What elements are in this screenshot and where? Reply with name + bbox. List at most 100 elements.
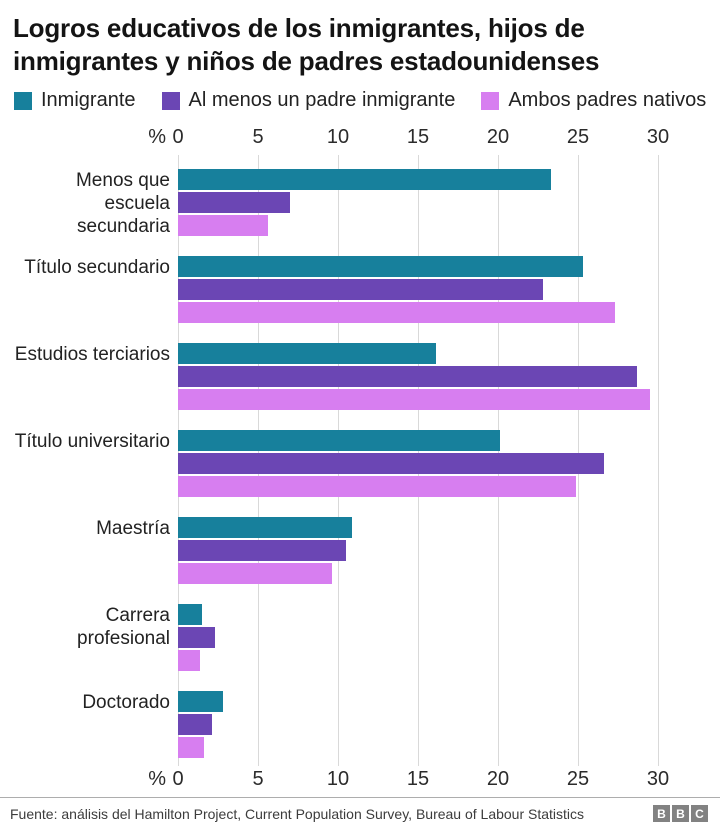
bar-row bbox=[178, 279, 720, 302]
category-label-titulo-secundario: Título secundario bbox=[0, 256, 170, 279]
bar-row bbox=[178, 517, 720, 540]
bar-row bbox=[178, 389, 720, 412]
chart-title: Logros educativos de los inmigrantes, hi… bbox=[13, 13, 600, 76]
bar-group-doctorado: Doctorado bbox=[0, 691, 720, 760]
bbc-logo-letter: B bbox=[672, 805, 689, 822]
bar-al-menos-un-padre-inmigrante-titulo-universitario bbox=[178, 453, 604, 474]
bar-row bbox=[178, 343, 720, 366]
bar-row bbox=[178, 256, 720, 279]
category-label-line: Menos que bbox=[75, 170, 170, 191]
bar-ambos-padres-nativos-titulo-secundario bbox=[178, 302, 615, 323]
bar-group-titulo-secundario: Título secundario bbox=[0, 256, 720, 325]
bar-inmigrante-titulo-secundario bbox=[178, 256, 583, 277]
x-tick-25: 25 bbox=[566, 768, 590, 790]
category-label-line: escuela bbox=[104, 193, 171, 214]
plot-area: Menos que escuela secundaria Título secunda… bbox=[0, 155, 720, 766]
bar-group-estudios-terciarios: Estudios terciarios bbox=[0, 343, 720, 412]
category-label-menos-que-escuela-secundaria: Menos que escuela secundaria bbox=[0, 169, 170, 238]
bar-group-maestria: Maestría bbox=[0, 517, 720, 586]
category-label-doctorado: Doctorado bbox=[0, 691, 170, 714]
x-axis-bottom: % 0 5 10 15 20 25 30 bbox=[0, 768, 720, 792]
bar-group-carrera-profesional: Carrera profesional bbox=[0, 604, 720, 673]
bar-group-menos-que-escuela-secundaria: Menos que escuela secundaria bbox=[0, 169, 720, 238]
x-tick-5: 5 bbox=[252, 768, 264, 790]
bar-inmigrante-estudios-terciarios bbox=[178, 343, 436, 364]
bar-al-menos-un-padre-inmigrante-titulo-secundario bbox=[178, 279, 543, 300]
bar-ambos-padres-nativos-estudios-terciarios bbox=[178, 389, 650, 410]
bar-row bbox=[178, 540, 720, 563]
x-tick-10: 10 bbox=[326, 768, 350, 790]
bar-al-menos-un-padre-inmigrante-menos-que-escuela-secundaria bbox=[178, 192, 290, 213]
category-label-line: Título universitario bbox=[14, 431, 170, 452]
bar-row bbox=[178, 476, 720, 499]
x-axis-top: % 0 5 10 15 20 25 30 bbox=[0, 126, 720, 150]
source-text: Fuente: análisis del Hamilton Project, C… bbox=[10, 805, 585, 822]
bar-ambos-padres-nativos-doctorado bbox=[178, 737, 204, 758]
bar-ambos-padres-nativos-menos-que-escuela-secundaria bbox=[178, 215, 268, 236]
bar-row bbox=[178, 737, 720, 760]
bar-inmigrante-titulo-universitario bbox=[178, 430, 500, 451]
category-label-line: Maestría bbox=[96, 518, 170, 539]
legend-swatch-ambos-padres-nativos bbox=[481, 91, 500, 110]
bar-row bbox=[178, 430, 720, 453]
x-axis-unit-label: % bbox=[148, 768, 166, 790]
legend-label: Ambos padres nativos bbox=[508, 89, 707, 111]
bar-row bbox=[178, 604, 720, 627]
bar-inmigrante-doctorado bbox=[178, 691, 223, 712]
x-tick-30: 30 bbox=[646, 126, 670, 148]
bar-al-menos-un-padre-inmigrante-carrera-profesional bbox=[178, 627, 215, 648]
x-axis-unit-label: % bbox=[148, 126, 166, 148]
category-label-line: secundaria bbox=[77, 216, 170, 237]
category-label-maestria: Maestría bbox=[0, 517, 170, 540]
bar-inmigrante-carrera-profesional bbox=[178, 604, 202, 625]
bar-row bbox=[178, 192, 720, 215]
legend-swatch-inmigrante bbox=[14, 91, 32, 110]
category-label-line: Estudios terciarios bbox=[14, 344, 170, 365]
bar-inmigrante-menos-que-escuela-secundaria bbox=[178, 169, 551, 190]
x-tick-20: 20 bbox=[486, 126, 510, 148]
bar-group-titulo-universitario: Título universitario bbox=[0, 430, 720, 499]
legend-label: Inmigrante bbox=[41, 89, 136, 111]
bar-ambos-padres-nativos-carrera-profesional bbox=[178, 650, 201, 671]
legend-swatch-al-menos-un-padre-inmigrante bbox=[161, 91, 180, 110]
category-label-titulo-universitario: Título universitario bbox=[0, 430, 170, 453]
bbc-logo-letter: C bbox=[691, 805, 708, 822]
x-tick-20: 20 bbox=[486, 768, 510, 790]
x-tick-0: 0 bbox=[172, 126, 184, 148]
bar-row bbox=[178, 453, 720, 476]
bar-row bbox=[178, 366, 720, 389]
bar-row bbox=[178, 169, 720, 192]
category-label-line: Doctorado bbox=[82, 692, 170, 713]
bar-row bbox=[178, 691, 720, 714]
x-tick-25: 25 bbox=[566, 126, 590, 148]
legend-item-inmigrante: Inmigrante bbox=[14, 89, 136, 112]
bar-inmigrante-maestria bbox=[178, 517, 353, 538]
legend: Inmigrante Al menos un padre inmigrante Am… bbox=[14, 89, 720, 112]
x-tick-10: 10 bbox=[326, 126, 350, 148]
category-label-line: Carrera bbox=[105, 605, 170, 626]
bar-ambos-padres-nativos-maestria bbox=[178, 563, 332, 584]
bar-row bbox=[178, 714, 720, 737]
gridline-30 bbox=[658, 155, 659, 766]
category-label-carrera-profesional: Carrera profesional bbox=[0, 604, 170, 650]
bar-al-menos-un-padre-inmigrante-maestria bbox=[178, 540, 346, 561]
bar-ambos-padres-nativos-titulo-universitario bbox=[178, 476, 577, 497]
footer: Fuente: análisis del Hamilton Project, C… bbox=[0, 797, 720, 822]
x-tick-15: 15 bbox=[406, 768, 430, 790]
bar-row bbox=[178, 650, 720, 673]
x-tick-30: 30 bbox=[646, 768, 670, 790]
legend-item-ambos-padres-nativos: Ambos padres nativos bbox=[481, 89, 706, 112]
legend-label: Al menos un padre inmigrante bbox=[188, 89, 456, 111]
bar-row bbox=[178, 215, 720, 238]
bbc-logo-letter: B bbox=[653, 805, 670, 822]
bar-row bbox=[178, 563, 720, 586]
bar-al-menos-un-padre-inmigrante-doctorado bbox=[178, 714, 212, 735]
category-label-line: Título secundario bbox=[24, 257, 170, 278]
x-tick-5: 5 bbox=[252, 126, 264, 148]
bar-row bbox=[178, 302, 720, 325]
x-tick-0: 0 bbox=[172, 768, 184, 790]
bar-row bbox=[178, 627, 720, 650]
x-tick-15: 15 bbox=[406, 126, 430, 148]
